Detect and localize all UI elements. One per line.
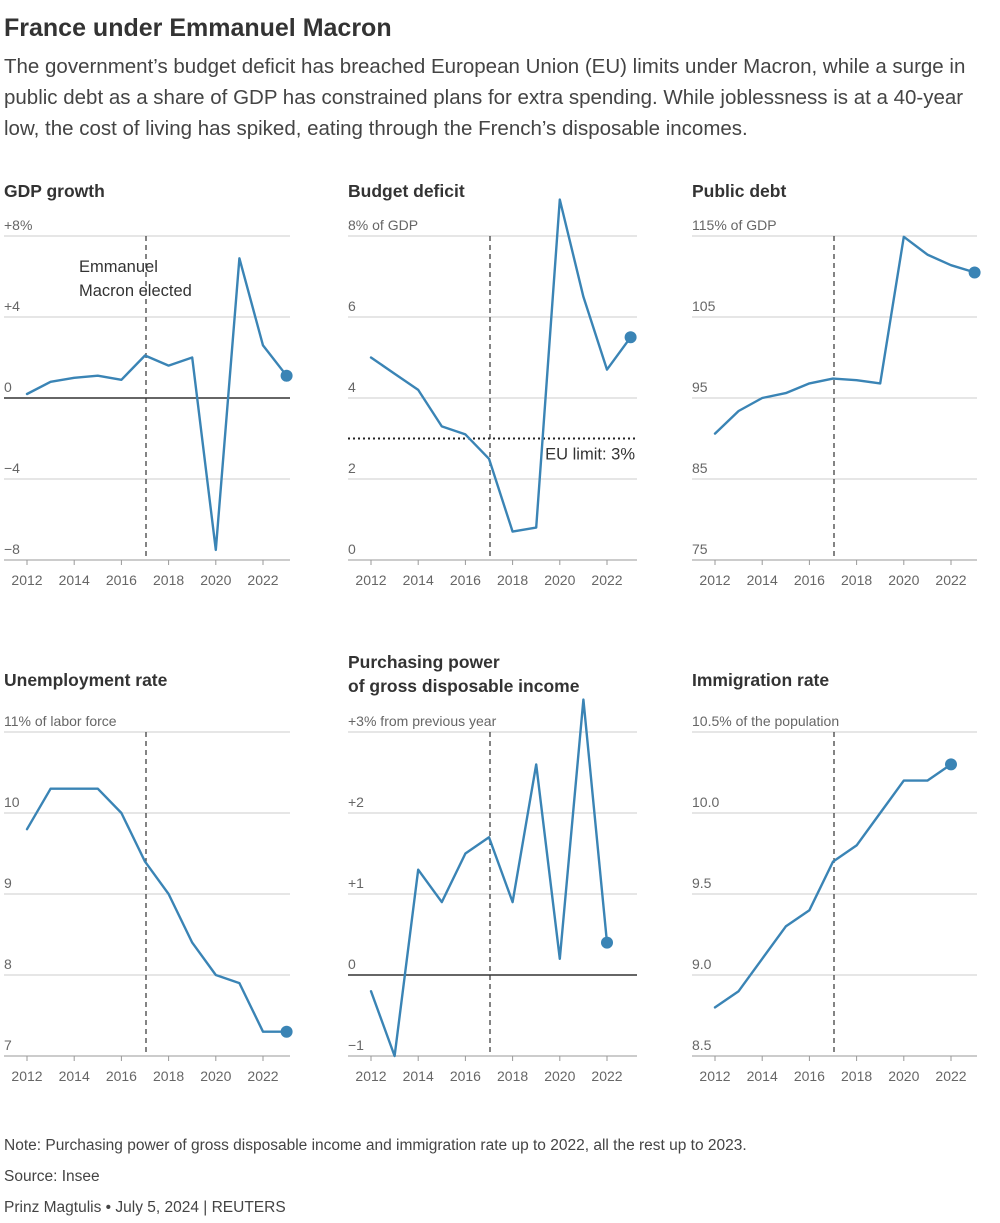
x-tick-label: 2018 xyxy=(497,572,528,588)
x-tick-label: 2022 xyxy=(591,572,622,588)
y-tick-label: +1 xyxy=(348,875,364,891)
y-tick-label: 6 xyxy=(348,298,356,314)
x-tick-label: 2018 xyxy=(841,1068,872,1084)
series-end-point xyxy=(280,1025,293,1038)
y-tick-label: 10.5% of the population xyxy=(692,713,839,729)
x-tick-label: 2018 xyxy=(153,572,184,588)
x-tick-label: 2014 xyxy=(403,572,434,588)
y-tick-label: +4 xyxy=(4,298,20,314)
panel-title-deficit: Budget deficit xyxy=(348,181,465,201)
y-tick-label: 9 xyxy=(4,875,12,891)
x-tick-label: 2020 xyxy=(544,572,575,588)
series-line xyxy=(25,257,288,552)
y-tick-label: 9.5 xyxy=(692,875,712,891)
x-tick-label: 2022 xyxy=(935,572,966,588)
x-tick-label: 2016 xyxy=(794,1068,825,1084)
panel-title-gdp: GDP growth xyxy=(4,181,105,201)
y-tick-label: −1 xyxy=(348,1037,364,1053)
y-tick-label: 115% of GDP xyxy=(692,217,777,233)
x-tick-label: 2012 xyxy=(11,1068,42,1084)
x-tick-label: 2012 xyxy=(699,572,730,588)
panel-title-unemployment: Unemployment rate xyxy=(4,670,168,690)
page-title: France under Emmanuel Macron xyxy=(4,14,392,42)
y-tick-label: 10 xyxy=(4,794,20,810)
panel-title-debt: Public debt xyxy=(692,181,787,201)
y-tick-label: 7 xyxy=(4,1037,12,1053)
footnote: Note: Purchasing power of gross disposab… xyxy=(4,1137,747,1154)
y-tick-label: 8 xyxy=(4,956,12,972)
x-tick-label: 2018 xyxy=(153,1068,184,1084)
series-line xyxy=(713,235,976,435)
y-tick-label: 95 xyxy=(692,379,708,395)
x-tick-label: 2018 xyxy=(497,1068,528,1084)
x-tick-label: 2014 xyxy=(59,572,90,588)
series-end-point xyxy=(945,758,957,771)
y-tick-label: +3% from previous year xyxy=(348,713,497,729)
y-tick-label: −4 xyxy=(4,460,20,476)
y-tick-label: 4 xyxy=(348,379,356,395)
y-tick-label: +2 xyxy=(348,794,364,810)
x-tick-label: 2012 xyxy=(355,1068,386,1084)
y-tick-label: 0 xyxy=(348,541,356,557)
y-tick-label: 75 xyxy=(692,541,708,557)
y-tick-label: −8 xyxy=(4,541,20,557)
x-tick-label: 2018 xyxy=(841,572,872,588)
source: Source: Insee xyxy=(4,1168,100,1185)
x-tick-label: 2014 xyxy=(59,1068,90,1084)
x-tick-label: 2014 xyxy=(747,572,778,588)
y-tick-label: 8% of GDP xyxy=(348,217,418,233)
panel-title-line-2: of gross disposable income xyxy=(348,676,580,696)
x-tick-label: 2020 xyxy=(544,1068,575,1084)
x-tick-label: 2020 xyxy=(888,1068,919,1084)
series-end-point xyxy=(280,369,293,382)
series-end-point xyxy=(601,936,613,949)
x-tick-label: 2014 xyxy=(747,1068,778,1084)
byline: Prinz Magtulis • July 5, 2024 | REUTERS xyxy=(4,1199,286,1216)
panel-title-purchasing-power: Purchasing power of gross disposable inc… xyxy=(348,650,579,698)
x-tick-label: 2012 xyxy=(699,1068,730,1084)
y-tick-label: 8.5 xyxy=(692,1037,712,1053)
x-tick-label: 2022 xyxy=(935,1068,966,1084)
election-annotation: Emmanuel xyxy=(79,258,158,276)
series-line xyxy=(369,698,609,1058)
series-end-point xyxy=(624,331,637,344)
panel-title-line-1: Purchasing power xyxy=(348,652,500,672)
x-tick-label: 2012 xyxy=(355,572,386,588)
eu-limit-label: EU limit: 3% xyxy=(545,446,635,464)
x-tick-label: 2016 xyxy=(450,1068,481,1084)
x-tick-label: 2022 xyxy=(247,1068,278,1084)
y-tick-label: 105 xyxy=(692,298,716,314)
series-line xyxy=(25,787,288,1033)
y-tick-label: 2 xyxy=(348,460,356,476)
y-tick-label: 10.0 xyxy=(692,794,719,810)
x-tick-label: 2020 xyxy=(888,572,919,588)
x-tick-label: 2020 xyxy=(200,572,231,588)
series-line xyxy=(713,763,953,1009)
y-tick-label: 0 xyxy=(348,956,356,972)
x-tick-label: 2020 xyxy=(200,1068,231,1084)
election-annotation: Macron elected xyxy=(79,282,192,300)
y-tick-label: 11% of labor force xyxy=(4,713,117,729)
x-tick-label: 2022 xyxy=(591,1068,622,1084)
y-tick-label: 9.0 xyxy=(692,956,712,972)
x-tick-label: 2022 xyxy=(247,572,278,588)
y-tick-label: 0 xyxy=(4,379,12,395)
series-end-point xyxy=(968,266,981,279)
x-tick-label: 2014 xyxy=(403,1068,434,1084)
x-tick-label: 2016 xyxy=(106,572,137,588)
x-tick-label: 2016 xyxy=(450,572,481,588)
page-subtitle: The government’s budget deficit has brea… xyxy=(4,55,966,140)
x-tick-label: 2012 xyxy=(11,572,42,588)
y-tick-label: 85 xyxy=(692,460,708,476)
panel-title-immigration: Immigration rate xyxy=(692,670,830,690)
x-tick-label: 2016 xyxy=(106,1068,137,1084)
y-tick-label: +8% xyxy=(4,217,32,233)
x-tick-label: 2016 xyxy=(794,572,825,588)
series-line xyxy=(369,198,632,533)
